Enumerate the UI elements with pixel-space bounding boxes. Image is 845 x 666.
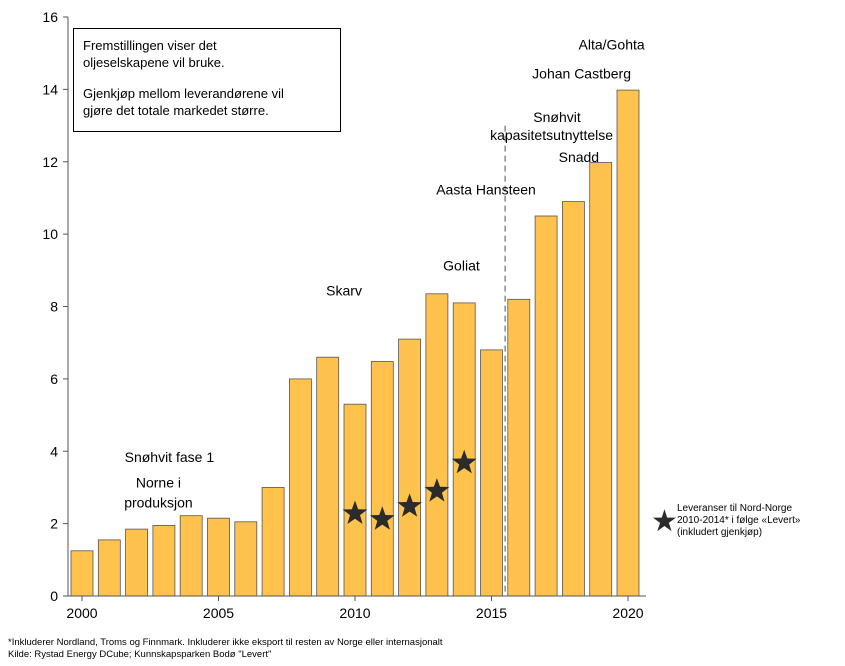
legend: ★ Leveranser til Nord-Norge 2010-2014* i… [651,503,841,553]
annotation-label: Snadd [559,149,599,165]
y-tick-label: 2 [50,516,58,532]
y-tick-label: 4 [50,443,58,459]
bar-2001 [97,539,121,597]
x-tick-label: 2015 [476,605,507,621]
annotation-label: Johan Castberg [532,66,631,82]
footnote-line-2: Kilde: Rystad Energy DCube; Kunnskapspar… [8,649,272,660]
bar-2017 [534,215,558,597]
bar-2009 [316,356,340,597]
star-marker-2011 [369,506,395,530]
annotation-label: Goliat [443,257,480,273]
y-tick-label: 16 [42,9,58,25]
annotation-label: Snøhvit [533,109,581,125]
y-tick-label: 10 [42,226,58,242]
y-tick-label: 12 [42,154,58,170]
bar-2011 [370,361,394,597]
annotation-label: Snøhvit fase 1 [125,449,215,465]
annotation-label: produksjon [124,494,193,510]
x-tick-label: 2010 [339,605,370,621]
info-line-4: gjøre det totale markedet større. [83,103,269,118]
bar-2014 [452,302,476,597]
x-tick-label: 2020 [612,605,643,621]
star-marker-2010 [342,500,368,524]
y-tick-label: 8 [50,299,58,315]
bar-2005 [207,517,230,597]
bar-2016 [507,298,531,597]
bar-2018 [562,201,585,597]
bar-2003 [152,525,176,597]
x-ticks-group: 2000 2005 2010 2015 2020 [66,596,644,621]
info-box: Fremstillingen viser det oljeselskapene v… [73,28,341,132]
bar-2019 [589,162,613,597]
annotations-group: Snøhvit fase 1 Norne i produksjon Skarv Goli… [124,37,645,511]
x-tick-label: 2000 [66,605,97,621]
star-marker-2014 [451,449,477,474]
bar-2006 [234,521,258,597]
y-ticks-group: 0 2 4 6 8 10 12 14 16 [42,9,68,604]
bar-2020 [616,89,640,597]
bar-2002 [125,528,148,597]
star-marker-2012 [397,493,422,517]
y-tick-label: 14 [42,81,58,97]
y-tick-label: 6 [50,371,58,387]
legend-text: Leveranser til Nord-Norge 2010-2014* i f… [677,503,801,538]
bar-2000 [70,550,94,597]
annotation-label: Aasta Hansteen [436,181,536,197]
annotation-label: kapasitetsutnyttelse [490,127,613,143]
bar-2007 [261,486,285,597]
annotation-label: Alta/Gohta [579,37,645,53]
x-tick-label: 2005 [203,605,234,621]
info-line-3: Gjenkjøp mellom leverandørene vil [83,86,284,101]
annotation-label: Norne i [136,474,181,490]
annotation-label: Skarv [326,283,362,299]
star-marker-2013 [424,478,450,502]
bar-2015 [480,349,503,597]
stars-group [342,449,477,530]
bar-2004 [179,515,203,597]
bars-group [70,89,640,597]
info-line-2: oljeselskapene vil bruke. [83,55,225,70]
bar-2010 [343,403,367,597]
footnote: *Inkluderer Nordland, Troms og Finnmark.… [8,637,443,661]
info-line-1: Fremstillingen viser det [83,38,217,53]
bar-2012 [398,338,422,597]
footnote-line-1: *Inkluderer Nordland, Troms og Finnmark.… [8,637,443,648]
y-tick-label: 0 [50,588,58,604]
star-icon: ★ [651,505,678,538]
bar-2008 [288,378,312,597]
bar-2013 [425,293,449,597]
